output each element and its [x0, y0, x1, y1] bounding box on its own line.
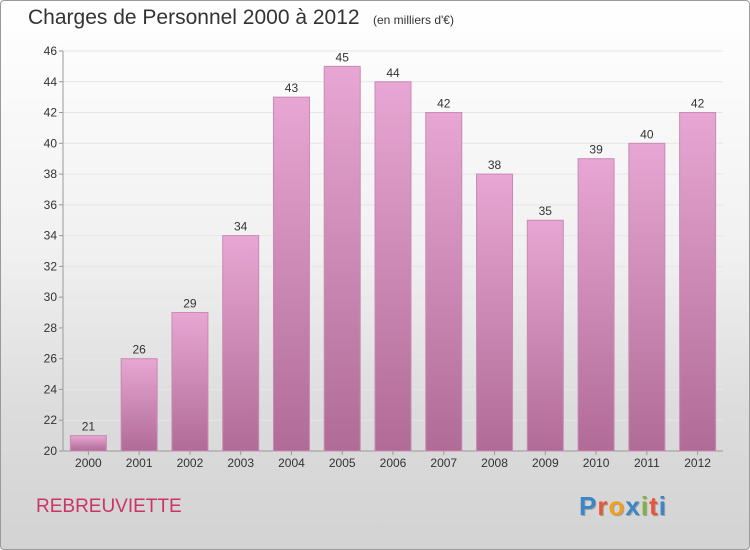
bar-2000: [69, 435, 107, 452]
data-label-2008: 38: [488, 158, 502, 172]
data-label-2000: 21: [82, 420, 96, 434]
chart-title: Charges de Personnel 2000 à 2012: [28, 6, 360, 29]
x-tick-label-2004: 2004: [278, 456, 305, 470]
x-tick-label-2007: 2007: [430, 456, 457, 470]
data-label-2010: 39: [589, 143, 603, 157]
x-tick-label-2002: 2002: [177, 456, 204, 470]
bars: [69, 65, 717, 452]
x-tick-label-2010: 2010: [583, 456, 610, 470]
commune-name: REBREUVIETTE: [36, 496, 182, 517]
logo-letter: x: [625, 491, 641, 521]
y-tick-label: 26: [44, 352, 58, 366]
y-tick-label: 30: [44, 290, 58, 304]
bar-2001: [120, 358, 158, 452]
y-tick-label: 20: [44, 444, 58, 458]
y-tick-label: 42: [44, 106, 58, 120]
proxiti-logo: Proxiti: [579, 491, 667, 522]
logo-letter: r: [597, 491, 609, 521]
logo-letter: P: [579, 491, 598, 521]
logo-letter: i: [658, 491, 667, 521]
data-label-2012: 42: [691, 97, 705, 111]
data-label-2002: 29: [183, 297, 197, 311]
data-label-2009: 35: [539, 204, 553, 218]
x-tick-label-2005: 2005: [329, 456, 356, 470]
bar-2009: [526, 219, 564, 452]
x-tick-label-2006: 2006: [380, 456, 407, 470]
bar-2002: [171, 312, 209, 452]
data-label-2004: 43: [285, 81, 299, 95]
logo-letter: t: [649, 491, 659, 521]
x-tick-label-2000: 2000: [75, 456, 102, 470]
bar-2011: [628, 142, 666, 452]
x-tick-label-2009: 2009: [532, 456, 559, 470]
y-tick-label: 34: [44, 229, 58, 243]
bar-2004: [272, 96, 310, 452]
data-label-2011: 40: [640, 127, 654, 141]
y-tick-label: 38: [44, 167, 58, 181]
logo-letter: o: [608, 491, 626, 521]
data-label-2003: 34: [234, 220, 248, 234]
data-label-2005: 45: [336, 50, 350, 64]
y-tick-label: 24: [44, 382, 58, 396]
logo-letter: i: [640, 491, 650, 521]
y-tick-label: 46: [44, 44, 58, 58]
x-tick-label-2008: 2008: [481, 456, 508, 470]
x-tick-label-2011: 2011: [634, 456, 660, 470]
x-tick-label-2001: 2001: [126, 456, 153, 470]
bar-2005: [323, 65, 361, 452]
x-tick-label-2003: 2003: [227, 456, 254, 470]
bar-2006: [374, 81, 412, 452]
y-tick-label: 32: [44, 259, 58, 273]
bar-2010: [577, 158, 615, 452]
bar-2003: [222, 235, 260, 452]
x-tick-label-2012: 2012: [684, 456, 711, 470]
y-tick-label: 44: [44, 75, 58, 89]
bar-2012: [679, 112, 717, 452]
chart-subtitle: (en milliers d'€): [373, 13, 454, 27]
y-tick-label: 36: [44, 198, 58, 212]
data-label-2001: 26: [132, 343, 146, 357]
data-label-2007: 42: [437, 97, 451, 111]
bar-chart: 20 22 24 26 28 30 32 34 36 38 40 42 44 46 2000 2001 2002…: [44, 44, 723, 470]
y-tick-label: 28: [44, 321, 58, 335]
data-labels: 21 26 29 34 43 45 44 42 38 35 39 40 42: [82, 50, 705, 433]
bar-2007: [425, 112, 463, 452]
y-tick-label: 40: [44, 136, 58, 150]
y-tick-label: 22: [44, 413, 58, 427]
bar-2008: [476, 173, 514, 452]
data-label-2006: 44: [386, 66, 400, 80]
